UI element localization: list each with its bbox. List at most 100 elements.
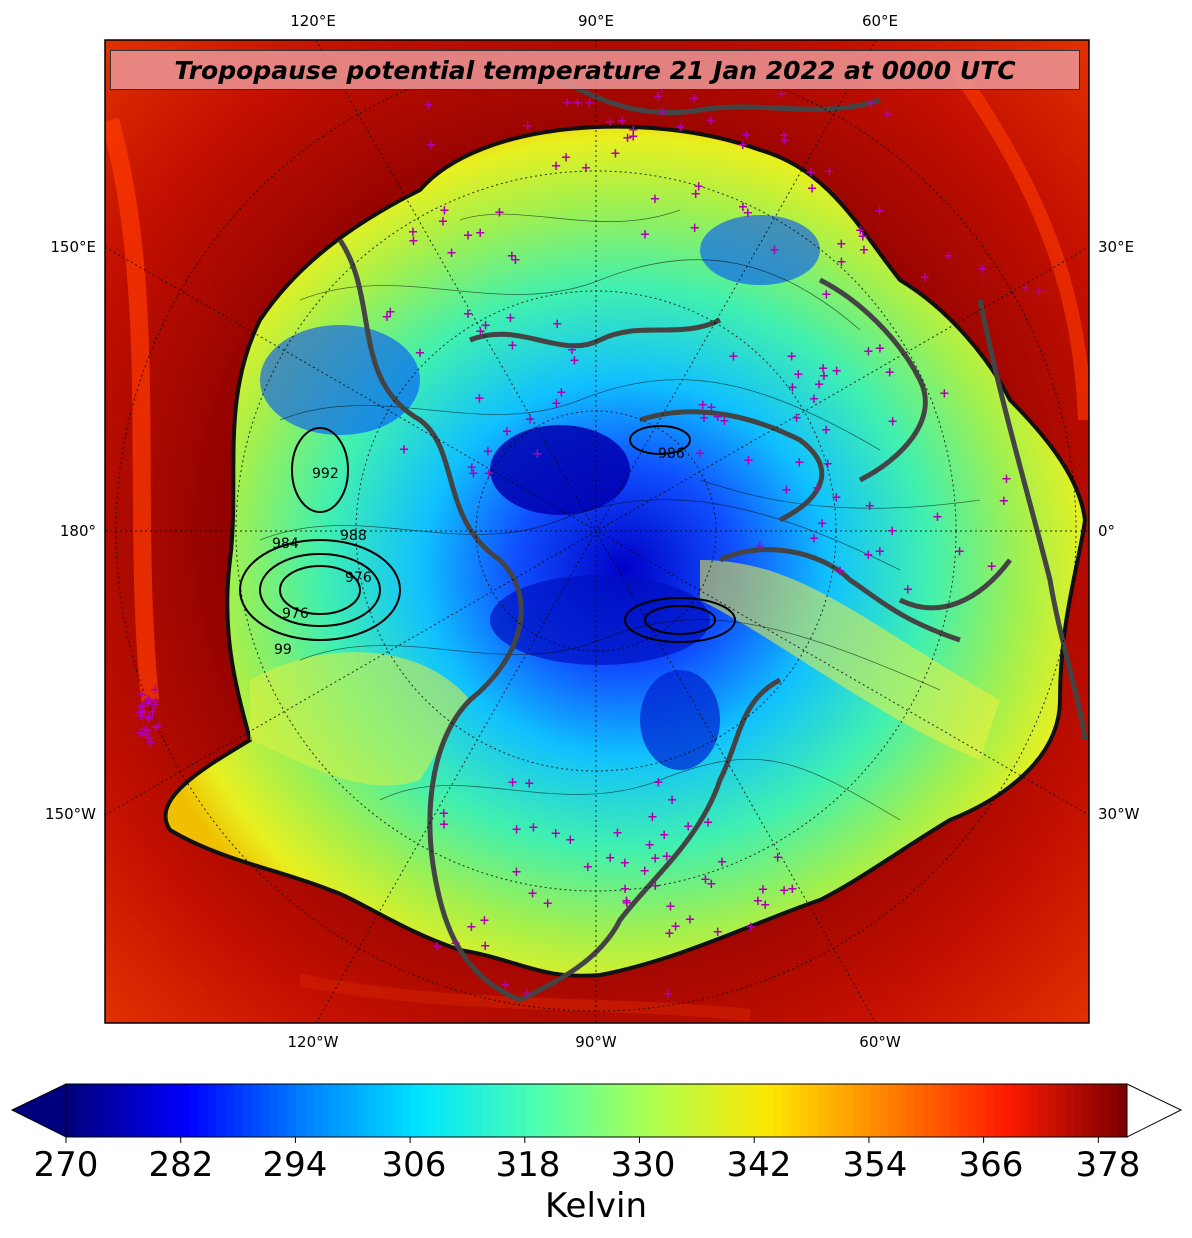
station-marker: + <box>137 706 148 721</box>
lon-label-left: 180° <box>59 522 96 540</box>
colorbar-segment <box>649 1084 659 1137</box>
station-marker: + <box>480 319 491 334</box>
lon-label-left: 150°E <box>50 238 96 256</box>
lon-label-bottom: 60°W <box>859 1033 901 1051</box>
colorbar-segment <box>764 1084 774 1137</box>
colorbar-segment <box>490 1084 500 1137</box>
colorbar-segment <box>852 1084 863 1137</box>
colorbar-segment <box>348 1084 359 1137</box>
colorbar-segment <box>216 1084 226 1137</box>
station-marker: + <box>1020 281 1031 296</box>
colorbar-segment <box>1047 1084 1057 1137</box>
colorbar-segment <box>693 1084 704 1137</box>
colorbar-segment <box>455 1084 465 1137</box>
station-marker: + <box>408 234 419 249</box>
station-marker: + <box>779 128 790 143</box>
colorbar-segment <box>313 1084 324 1137</box>
station-marker: + <box>821 288 832 303</box>
station-marker: + <box>542 896 553 911</box>
station-marker: + <box>919 270 930 285</box>
station-marker: + <box>874 545 885 560</box>
station-marker: + <box>525 412 536 427</box>
pressure-label: 976 <box>345 570 372 586</box>
station-marker: + <box>717 855 728 870</box>
station-marker: + <box>502 425 513 440</box>
station-marker: + <box>143 696 154 711</box>
colorbar-segment <box>331 1084 341 1137</box>
station-marker: + <box>582 860 593 875</box>
colorbar-segment <box>605 1084 615 1137</box>
station-marker: + <box>647 810 658 825</box>
colorbar-tick-label: 330 <box>610 1145 676 1185</box>
station-marker: + <box>705 113 716 128</box>
station-marker: + <box>690 187 701 202</box>
station-marker: + <box>622 131 633 146</box>
station-marker: + <box>584 96 595 111</box>
station-marker: + <box>506 249 517 264</box>
station-marker: + <box>500 978 511 993</box>
station-marker: + <box>814 378 825 393</box>
colorbar-segment <box>888 1084 898 1137</box>
colorbar-segment <box>746 1084 757 1137</box>
colorbar-tick-label: 306 <box>381 1145 447 1185</box>
colorbar-segment <box>623 1084 633 1137</box>
lon-label-right: 0° <box>1098 522 1116 540</box>
station-marker: + <box>150 683 161 698</box>
station-marker: + <box>831 364 842 379</box>
station-marker: + <box>737 138 748 153</box>
colorbar-segment <box>127 1084 138 1137</box>
colorbar-tick-label: 342 <box>726 1145 792 1185</box>
station-marker: + <box>494 205 505 220</box>
station-marker: + <box>986 559 997 574</box>
colorbar-segment <box>198 1084 209 1137</box>
station-marker: + <box>135 726 146 741</box>
colorbar-segment <box>66 1084 76 1137</box>
station-marker: + <box>818 369 829 384</box>
station-marker: + <box>144 694 155 709</box>
station-marker: + <box>143 712 154 727</box>
station-marker: + <box>781 483 792 498</box>
station-marker: + <box>142 723 153 738</box>
pressure-label: 992 <box>312 466 339 482</box>
station-marker: + <box>998 494 1009 509</box>
station-marker: + <box>772 850 783 865</box>
station-marker: + <box>977 262 988 277</box>
colorbar-segment <box>357 1084 368 1137</box>
colorbar-segment <box>587 1084 598 1137</box>
station-marker: + <box>902 583 913 598</box>
colorbar-segment <box>561 1084 571 1137</box>
colorbar-segment <box>401 1084 412 1137</box>
station-marker: + <box>954 545 965 560</box>
station-marker: + <box>605 851 616 866</box>
station-marker: + <box>507 339 518 354</box>
station-marker: + <box>475 324 486 339</box>
station-marker: + <box>653 89 664 104</box>
station-marker: + <box>857 229 868 244</box>
station-marker: + <box>550 827 561 842</box>
station-marker: + <box>617 114 628 129</box>
station-marker: + <box>741 128 752 143</box>
station-marker: + <box>712 410 723 425</box>
colorbar-segment <box>508 1084 518 1137</box>
station-marker: + <box>511 865 522 880</box>
station-marker: + <box>863 548 874 563</box>
station-marker: + <box>604 115 615 130</box>
colorbar-segment <box>304 1084 315 1137</box>
station-marker: + <box>659 828 670 843</box>
station-marker: + <box>639 864 650 879</box>
lon-label-top: 120°E <box>290 12 336 30</box>
pressure-contours <box>239 425 736 643</box>
station-marker: + <box>562 96 573 111</box>
station-marker: + <box>786 350 797 365</box>
map-title-box: Tropopause potential temperature 21 Jan … <box>110 50 1080 90</box>
station-marker: + <box>463 229 474 244</box>
colorbar-segment <box>366 1084 377 1137</box>
station-marker: + <box>664 926 675 941</box>
colorbar-segment <box>640 1084 651 1137</box>
station-marker: + <box>742 206 753 221</box>
station-marker: + <box>438 215 449 230</box>
colorbar-segment <box>994 1084 1004 1137</box>
station-markers: + + + + + + + + + + + + + + + + + + + + + + + + + + + + + + + + + + + + + + + +… <box>135 53 1045 1002</box>
colorbar-segment <box>225 1084 235 1137</box>
colorbar-segment <box>799 1084 810 1137</box>
